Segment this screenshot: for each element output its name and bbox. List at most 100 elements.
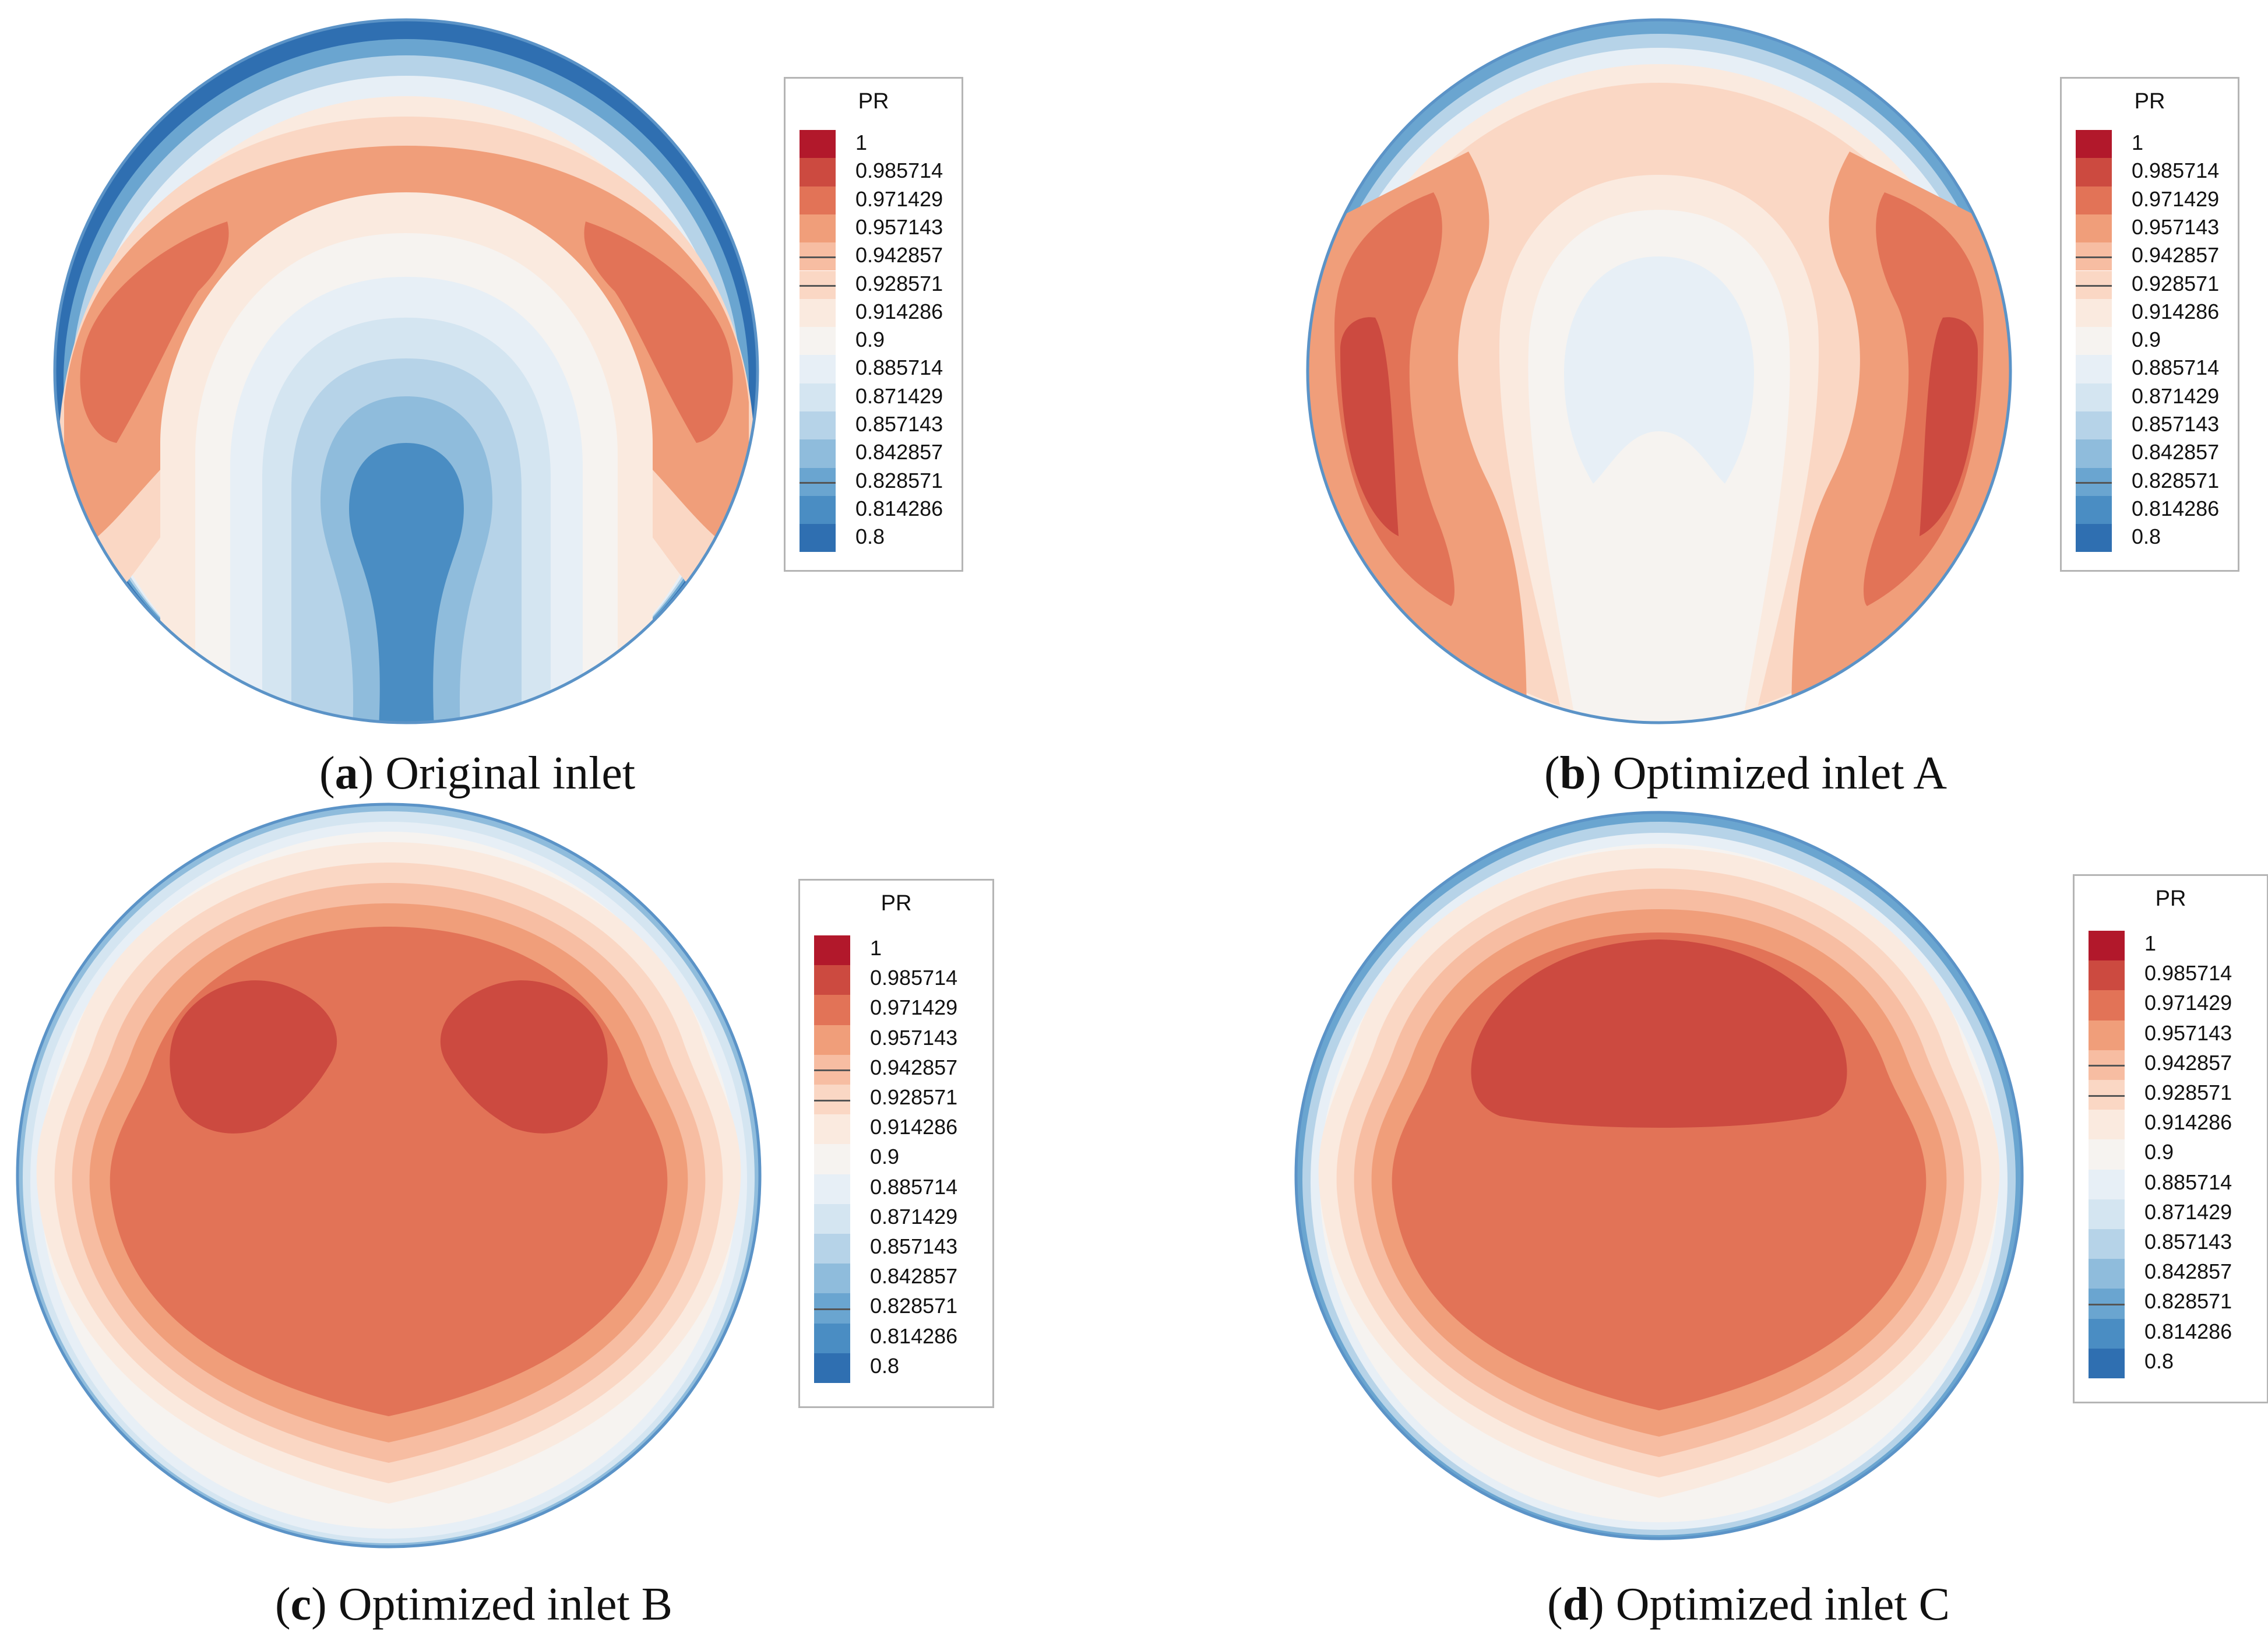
legend-b-swatch bbox=[2076, 383, 2112, 411]
contour-b-core-right bbox=[1920, 317, 1978, 536]
legend-a-swatch bbox=[800, 439, 836, 468]
contour-b-core-left bbox=[1340, 317, 1399, 536]
legend-b-swatch bbox=[2076, 524, 2112, 552]
caption-d: (d) Optimized inlet C bbox=[1547, 1579, 1950, 1630]
legend-a-separator bbox=[800, 284, 836, 287]
legend-a-title: PR bbox=[858, 89, 889, 114]
legend-c: PR 1 0.985714 0.971429 0.957143 0.942857 0.928… bbox=[798, 879, 994, 1408]
legend-c-separator bbox=[814, 1308, 850, 1310]
legend-b-label: 0.942857 bbox=[2132, 243, 2220, 268]
legend-c-label: 0.885714 bbox=[870, 1174, 958, 1199]
legend-c-swatch bbox=[814, 1144, 850, 1174]
contour-a-outline bbox=[53, 18, 759, 724]
legend-d-swatch bbox=[2089, 1020, 2125, 1050]
legend-c-label: 0.842857 bbox=[870, 1264, 958, 1289]
legend-b-label: 0.928571 bbox=[2132, 271, 2220, 295]
legend-d-label: 0.885714 bbox=[2144, 1170, 2232, 1194]
legend-b-label: 1 bbox=[2132, 131, 2144, 154]
legend-b-swatch bbox=[2076, 467, 2112, 496]
legend-d-separator bbox=[2089, 1065, 2125, 1067]
legend-a-label: 0.957143 bbox=[855, 214, 943, 239]
legend-c-label: 1 bbox=[870, 936, 882, 960]
legend-d-label: 0.928571 bbox=[2144, 1081, 2232, 1104]
legend-a-swatch bbox=[800, 242, 836, 271]
legend-d-swatch bbox=[2089, 1289, 2125, 1319]
legend-a-label: 1 bbox=[855, 131, 868, 154]
legend-c-swatch bbox=[814, 1114, 850, 1145]
contour-c-core-left bbox=[170, 980, 337, 1134]
legend-d-label: 0.971429 bbox=[2144, 991, 2232, 1015]
legend-a-label: 0.971429 bbox=[855, 186, 943, 211]
legend-b-separator bbox=[2076, 256, 2112, 259]
legend-b-swatch bbox=[2076, 355, 2112, 383]
legend-d-swatch bbox=[2089, 960, 2125, 991]
legend-d-label: 0.8 bbox=[2144, 1349, 2174, 1373]
legend-c-label: 0.9 bbox=[870, 1145, 900, 1169]
legend-d-label: 0.942857 bbox=[2144, 1050, 2232, 1075]
legend-a-swatch bbox=[800, 298, 836, 328]
legend-d-label: 0.914286 bbox=[2144, 1110, 2232, 1135]
legend-b: PR 1 0.985714 0.971429 0.957143 0.942857 0.928… bbox=[2060, 77, 2239, 572]
contour-plot-b bbox=[1308, 20, 2010, 723]
legend-d-swatch bbox=[2089, 1229, 2125, 1259]
legend-d-swatch bbox=[2089, 1110, 2125, 1140]
caption-a-label: Original inlet bbox=[385, 748, 636, 799]
legend-d-separator bbox=[2089, 1095, 2125, 1097]
legend-b-separator bbox=[2076, 481, 2112, 484]
caption-d-letter: d bbox=[1562, 1579, 1589, 1630]
legend-a-label: 0.942857 bbox=[855, 243, 943, 268]
legend-c-swatch bbox=[814, 1025, 850, 1055]
contour-b-outline bbox=[1306, 18, 2012, 724]
caption-b-label: Optimized inlet A bbox=[1612, 748, 1947, 799]
legend-d-swatch bbox=[2089, 1139, 2125, 1170]
legend-c-swatch bbox=[814, 995, 850, 1025]
legend-b-label: 0.9 bbox=[2132, 328, 2161, 352]
legend-a-swatch bbox=[800, 327, 836, 356]
contour-b-lobe-left bbox=[1334, 192, 1455, 606]
contour-a-lobe-left bbox=[80, 221, 229, 443]
legend-a: PR 1 0.985714 0.971429 0.957143 0.942857 0.928… bbox=[784, 77, 963, 572]
legend-b-label: 0.957143 bbox=[2132, 214, 2220, 239]
legend-d-label: 0.814286 bbox=[2144, 1319, 2232, 1343]
legend-c-swatch bbox=[814, 1234, 850, 1264]
legend-d-swatch bbox=[2089, 1259, 2125, 1289]
legend-d-label: 0.9 bbox=[2144, 1140, 2174, 1164]
legend-a-label: 0.857143 bbox=[855, 412, 943, 436]
legend-d-swatch bbox=[2089, 1348, 2125, 1378]
legend-b-label: 0.8 bbox=[2132, 525, 2161, 549]
legend-d-swatch bbox=[2089, 1199, 2125, 1229]
legend-a-label: 0.985714 bbox=[855, 159, 943, 183]
legend-d-label: 0.985714 bbox=[2144, 961, 2232, 986]
legend-c-swatch bbox=[814, 965, 850, 995]
legend-b-label: 0.842857 bbox=[2132, 440, 2220, 464]
legend-d-label: 0.857143 bbox=[2144, 1230, 2232, 1254]
contour-d-outline bbox=[1294, 811, 2024, 1540]
legend-a-swatch bbox=[800, 495, 836, 525]
legend-b-label: 0.857143 bbox=[2132, 412, 2220, 436]
caption-c-label: Optimized inlet B bbox=[338, 1579, 673, 1630]
legend-d-swatch bbox=[2089, 1318, 2125, 1349]
legend-d-swatch bbox=[2089, 1169, 2125, 1199]
legend-a-label: 0.885714 bbox=[855, 356, 943, 380]
legend-a-label: 0.914286 bbox=[855, 299, 943, 323]
legend-a-separator bbox=[800, 481, 836, 484]
legend-b-swatch bbox=[2076, 214, 2112, 243]
legend-a-swatch bbox=[800, 411, 836, 440]
legend-c-swatch bbox=[814, 1174, 850, 1204]
legend-d-label: 1 bbox=[2144, 931, 2157, 955]
legend-c-label: 0.871429 bbox=[870, 1204, 958, 1229]
legend-c-label: 0.914286 bbox=[870, 1115, 958, 1139]
caption-c: (c) Optimized inlet B bbox=[275, 1579, 673, 1630]
legend-d-label: 0.957143 bbox=[2144, 1020, 2232, 1045]
contour-a-core bbox=[349, 443, 464, 723]
legend-b-swatch bbox=[2076, 411, 2112, 440]
legend-c-label: 0.828571 bbox=[870, 1294, 958, 1318]
legend-b-title: PR bbox=[2134, 89, 2165, 114]
legend-c-label: 0.857143 bbox=[870, 1234, 958, 1258]
contour-c-outline bbox=[16, 803, 762, 1549]
legend-a-swatch bbox=[800, 524, 836, 552]
legend-a-swatch bbox=[800, 467, 836, 496]
contour-a-lobe-right bbox=[584, 221, 733, 443]
caption-d-label: Optimized inlet C bbox=[1615, 1579, 1950, 1630]
